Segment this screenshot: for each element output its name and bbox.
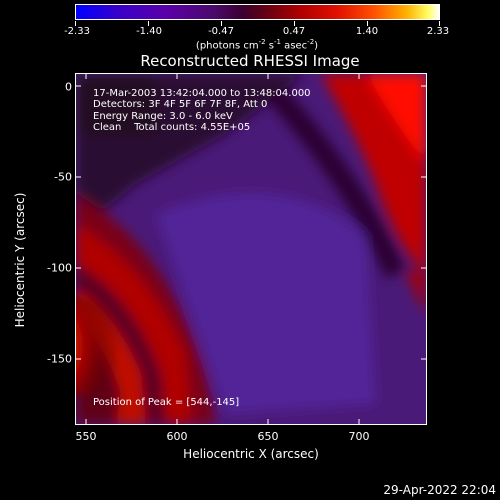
x-tick-label: 550 <box>75 430 97 443</box>
date-stamp: 29-Apr-2022 22:04 <box>383 483 496 497</box>
x-axis-label: Heliocentric X (arcsec) <box>183 447 319 461</box>
annotation-clean: Clean Total counts: 4.55E+05 <box>93 122 251 133</box>
colorbar-tick <box>367 21 368 26</box>
colorbar-tick <box>221 21 222 26</box>
colorbar-tick <box>294 21 295 26</box>
image-canvas <box>76 74 426 424</box>
x-tick-label: 700 <box>348 430 370 443</box>
colorbar-tick-label: -0.47 <box>208 26 234 37</box>
annotation-peak: Position of Peak = [544,-145] <box>93 397 240 408</box>
y-tick-label: 0 <box>65 80 72 94</box>
peak-source <box>76 296 121 396</box>
annotation-time-range: 17-Mar-2003 13:42:04.000 to 13:48:04.000 <box>93 88 311 99</box>
annotation-energy: Energy Range: 3.0 - 6.0 keV <box>93 111 233 122</box>
colorbar-tick <box>439 21 440 26</box>
colorbar-units: (photons cm-2 s-1 asec-2) <box>195 38 319 52</box>
annotation-detectors: Detectors: 3F 4F 5F 6F 7F 8F, Att 0 <box>93 99 268 110</box>
rhessi-image: 17-Mar-2003 13:42:04.000 to 13:48:04.000… <box>75 73 427 425</box>
colorbar-tick-label: -2.33 <box>64 26 90 37</box>
y-tick-label: -150 <box>47 352 72 366</box>
colorbar-tick <box>148 21 149 26</box>
y-tick-label: -50 <box>54 170 72 184</box>
y-axis-label: Heliocentric Y (arcsec) <box>13 192 27 328</box>
image-title: Reconstructed RHESSI Image <box>140 52 360 70</box>
colorbar-tick-label: 2.33 <box>426 26 450 37</box>
y-tick-label: -100 <box>47 261 72 275</box>
x-tick-label: 600 <box>166 430 188 443</box>
x-tick-label: 650 <box>257 430 279 443</box>
colorbar-tick-label: -1.40 <box>136 26 162 37</box>
colorbar-tick-label: 1.40 <box>355 26 379 37</box>
colorbar-tick <box>75 21 76 26</box>
colorbar <box>75 4 440 20</box>
colorbar-tick-label: 0.47 <box>282 26 306 37</box>
